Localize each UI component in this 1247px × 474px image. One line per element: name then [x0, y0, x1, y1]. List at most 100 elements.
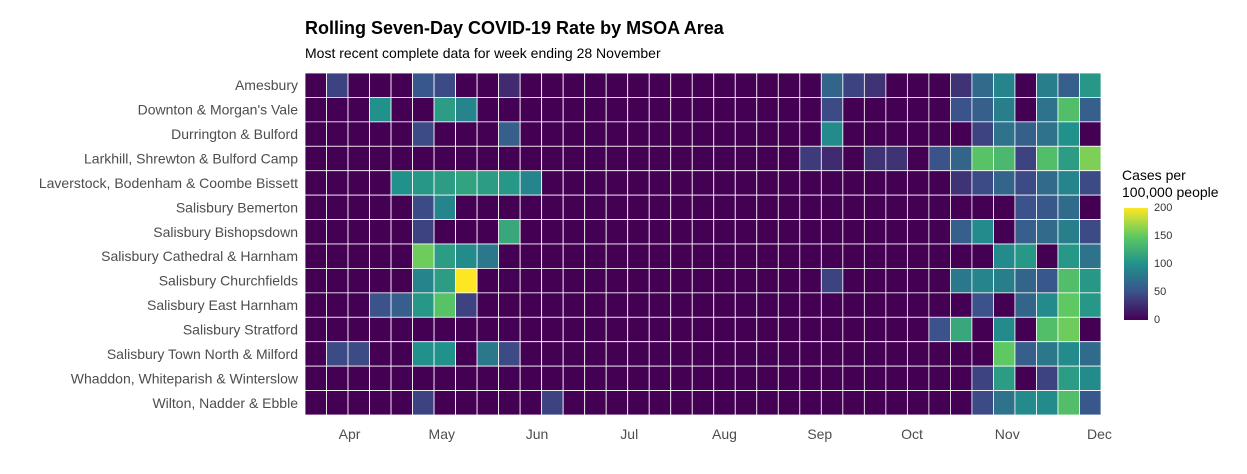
heatmap-cell — [455, 72, 478, 98]
heatmap-cell — [670, 145, 693, 172]
heatmap-cell — [648, 121, 672, 147]
heatmap-cell — [369, 170, 392, 196]
heatmap-cell — [412, 243, 435, 269]
heatmap-cell — [326, 292, 349, 318]
heatmap-cell — [347, 170, 370, 196]
heatmap-cell — [820, 390, 844, 416]
heatmap-cell — [971, 243, 994, 269]
heatmap-cell — [820, 145, 844, 172]
heatmap-cell — [734, 243, 758, 269]
heatmap-cell — [1057, 97, 1080, 123]
heatmap-cell — [304, 268, 327, 294]
heatmap-cell — [777, 219, 801, 245]
heatmap-cell — [777, 268, 801, 294]
heatmap-cell — [304, 316, 327, 343]
heatmap-cell — [455, 365, 478, 391]
heatmap-cell — [584, 292, 607, 318]
x-tick-label: May — [429, 426, 455, 442]
heatmap-cell — [993, 170, 1016, 196]
heatmap-cell — [648, 170, 672, 196]
heatmap-cell — [820, 316, 844, 343]
heatmap-cell — [455, 268, 478, 294]
heatmap-cell — [584, 243, 607, 269]
heatmap-cell — [433, 365, 456, 391]
heatmap-cell — [713, 121, 736, 147]
heatmap-cell — [691, 145, 715, 172]
heatmap-cell — [412, 121, 435, 147]
heatmap-cell — [906, 194, 930, 220]
heatmap-cell — [1079, 365, 1102, 391]
heatmap-cell — [885, 268, 908, 294]
heatmap-cell — [971, 341, 994, 367]
heatmap-cell — [950, 268, 973, 294]
heatmap-cell — [369, 341, 392, 367]
heatmap-cell — [1014, 121, 1037, 147]
heatmap-cell — [928, 365, 951, 391]
heatmap-cell — [519, 268, 543, 294]
heatmap-cell — [455, 292, 478, 318]
heatmap-cell — [950, 194, 973, 220]
heatmap-cell — [863, 316, 887, 343]
heatmap-cell — [605, 145, 629, 172]
heatmap-cell — [820, 97, 844, 123]
heatmap-cell — [670, 390, 693, 416]
heatmap-cell — [584, 194, 607, 220]
heatmap-cell — [562, 194, 586, 220]
heatmap-cell — [756, 316, 779, 343]
heatmap-cell — [390, 268, 413, 294]
heatmap-cell — [1014, 97, 1037, 123]
heatmap-cell — [1057, 194, 1080, 220]
heatmap-cell — [1036, 194, 1059, 220]
heatmap-cell — [1079, 194, 1102, 220]
heatmap-cell — [433, 121, 456, 147]
heatmap-cell — [842, 365, 865, 391]
heatmap-cell — [863, 194, 887, 220]
heatmap-cell — [756, 292, 779, 318]
chart-subtitle: Most recent complete data for week endin… — [305, 45, 661, 61]
heatmap-cell — [993, 97, 1016, 123]
heatmap-cell — [906, 170, 930, 196]
heatmap-cell — [326, 170, 349, 196]
heatmap-cell — [691, 72, 715, 98]
heatmap-cell — [670, 316, 693, 343]
heatmap-cell — [734, 390, 758, 416]
heatmap-cell — [993, 72, 1016, 98]
heatmap-cell — [605, 170, 629, 196]
heatmap-cell — [777, 72, 801, 98]
heatmap-cell — [326, 243, 349, 269]
heatmap-cell — [412, 170, 435, 196]
heatmap-cell — [1014, 145, 1037, 172]
heatmap-cell — [950, 292, 973, 318]
y-tick-label: Whaddon, Whiteparish & Winterslow — [71, 370, 299, 386]
heatmap-cell — [648, 292, 672, 318]
heatmap-cell — [1014, 219, 1037, 245]
heatmap-cell — [1036, 72, 1059, 98]
heatmap-cell — [713, 72, 736, 98]
heatmap-cell — [390, 145, 413, 172]
heatmap-cell — [627, 170, 650, 196]
x-tick-label: Nov — [995, 426, 1020, 442]
heatmap-cell — [347, 341, 370, 367]
heatmap-cell — [1036, 145, 1059, 172]
heatmap-cell — [820, 170, 844, 196]
heatmap-cell — [326, 268, 349, 294]
heatmap-cell — [734, 145, 758, 172]
heatmap-cell — [777, 97, 801, 123]
heatmap-cell — [971, 268, 994, 294]
heatmap-cell — [1057, 341, 1080, 367]
heatmap-cell — [993, 390, 1016, 416]
heatmap-cell — [455, 316, 478, 343]
heatmap-cell — [1079, 316, 1102, 343]
heatmap-cell — [863, 365, 887, 391]
heatmap-cell — [691, 316, 715, 343]
heatmap-cell — [519, 316, 543, 343]
heatmap-cell — [476, 316, 500, 343]
heatmap-cell — [1036, 341, 1059, 367]
heatmap-cell — [605, 194, 629, 220]
heatmap-cell — [734, 121, 758, 147]
heatmap-cell — [390, 72, 413, 98]
y-tick-label: Salisbury Stratford — [183, 322, 298, 338]
heatmap-cell — [993, 292, 1016, 318]
heatmap-cell — [412, 219, 435, 245]
